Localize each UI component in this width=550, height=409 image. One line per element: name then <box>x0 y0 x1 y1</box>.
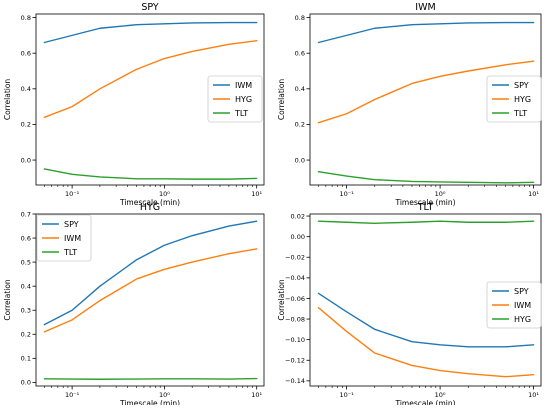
panel-2-y-tick-label: 0.0 <box>295 156 305 164</box>
panel-2-y-tick-label: 0.2 <box>295 121 305 129</box>
panel-1-title: SPY <box>141 2 159 13</box>
panel-3-y-tick-label: 0.4 <box>21 282 31 290</box>
panel-4-legend-box <box>486 281 542 329</box>
panel-2-series-line-tlt <box>317 170 535 184</box>
panel-1-y-tick-label: 0.8 <box>21 14 31 22</box>
panel-4-y-tick-label: −0.10 <box>285 336 305 344</box>
panel-4-y-axis-label: Correlation <box>277 279 286 321</box>
panel-4-title: TLT <box>417 202 434 213</box>
panel-2-y-tick-label: 0.8 <box>295 14 305 22</box>
panel-2-series-line-hyg <box>317 60 535 124</box>
panel-3-x-axis-label: Timescale (min) <box>119 399 180 405</box>
panel-2-legend-label-tlt: TLT <box>513 109 527 118</box>
panel-3-series-line-tlt <box>43 377 258 380</box>
panel-4-y-tick-label: −0.04 <box>285 274 305 282</box>
panel-2-legend-label-spy: SPY <box>514 81 529 90</box>
panel-4-x-tick-label: 10¹ <box>528 391 539 399</box>
panel-3-legend-label-tlt: TLT <box>63 248 77 257</box>
panel-4-y-tick-label: −0.14 <box>285 377 305 385</box>
panel-3-y-tick-label: 0.6 <box>21 234 31 242</box>
panel-3-legend-box <box>36 214 92 262</box>
panel-4-legend-label-iwm: IWM <box>514 301 531 310</box>
panel-1-legend-label-hyg: HYG <box>235 95 252 104</box>
panel-4-y-tick-label: −0.08 <box>285 315 305 323</box>
panel-1-y-tick-label: 0.6 <box>21 49 31 57</box>
panel-3-y-tick-label: 0.3 <box>21 307 31 315</box>
panel-3-title: HYG <box>140 202 160 213</box>
panel-1-x-axis-label: Timescale (min) <box>119 198 180 207</box>
panel-4-y-tick-label: 0.02 <box>291 212 305 220</box>
panel-2-y-tick-label: 0.4 <box>295 85 305 93</box>
panel-3-x-tick-label: 10¹ <box>251 391 262 399</box>
panel-3-plot-frame <box>35 213 265 387</box>
panel-1-x-tick-label: 10⁻¹ <box>65 190 80 198</box>
panel-1-y-tick-label: 0.0 <box>21 156 31 164</box>
panel-1-legend-label-iwm: IWM <box>235 81 252 90</box>
panel-2-x-tick-label: 10¹ <box>528 190 539 198</box>
panel-3-y-axis-label: Correlation <box>3 279 12 321</box>
panel-2-title: IWM <box>415 2 435 13</box>
panel-2-x-tick-label: 10⁰ <box>435 190 446 198</box>
panel-3-series-line-iwm <box>43 248 258 333</box>
panel-3-y-tick-label: 0.5 <box>21 258 31 266</box>
panel-3-series-line-spy <box>43 220 258 326</box>
panel-4-series-line-iwm <box>317 307 535 378</box>
panel-1-plot-frame <box>35 13 265 186</box>
panel-3-legend-label-spy: SPY <box>64 220 79 229</box>
panel-2-series-line-spy <box>317 21 535 44</box>
panel-3-y-tick-label: 0.7 <box>21 210 31 218</box>
panel-4-series-line-hyg <box>317 220 535 224</box>
panel-1-series-line-iwm <box>43 21 258 44</box>
panel-1-y-tick-label: 0.4 <box>21 85 31 93</box>
panel-1-legend-box <box>207 75 263 123</box>
panel-1-x-tick-label: 10¹ <box>251 190 262 198</box>
panel-4-y-tick-label: −0.06 <box>285 295 305 303</box>
panel-4-y-tick-label: −0.12 <box>285 357 305 365</box>
panel-1-y-tick-label: 0.2 <box>21 121 31 129</box>
panel-1-x-tick-label: 10⁰ <box>159 190 170 198</box>
panel-2-x-axis-label: Timescale (min) <box>394 198 455 207</box>
panel-4-series-line-spy <box>317 292 535 348</box>
panel-1-series-line-tlt <box>43 168 258 180</box>
panel-4-x-axis-label: Timescale (min) <box>394 399 455 405</box>
panel-4-legend-label-spy: SPY <box>514 287 529 296</box>
panel-3-y-tick-label: 0.0 <box>21 379 31 387</box>
panel-2-y-tick-label: 0.6 <box>295 49 305 57</box>
panel-3-x-tick-label: 10⁰ <box>159 391 170 399</box>
panel-2-legend-label-hyg: HYG <box>514 95 531 104</box>
panel-4-legend-label-hyg: HYG <box>514 315 531 324</box>
panel-3-legend-label-iwm: IWM <box>64 234 81 243</box>
panel-3-y-tick-label: 0.1 <box>21 355 31 363</box>
panel-4-x-tick-label: 10⁰ <box>435 391 446 399</box>
panel-4-y-tick-label: 0.00 <box>291 233 305 241</box>
panel-4-x-tick-label: 10⁻¹ <box>339 391 354 399</box>
panel-3-x-tick-label: 10⁻¹ <box>65 391 80 399</box>
panel-2-y-axis-label: Correlation <box>277 79 286 121</box>
panel-2-legend-box <box>486 75 542 123</box>
panel-4-y-tick-label: −0.02 <box>285 254 305 262</box>
panel-1-y-axis-label: Correlation <box>3 79 12 121</box>
panel-1-series-line-hyg <box>43 40 258 119</box>
panel-3-y-tick-label: 0.2 <box>21 331 31 339</box>
panel-2-x-tick-label: 10⁻¹ <box>339 190 354 198</box>
panel-1-legend-label-tlt: TLT <box>234 109 248 118</box>
